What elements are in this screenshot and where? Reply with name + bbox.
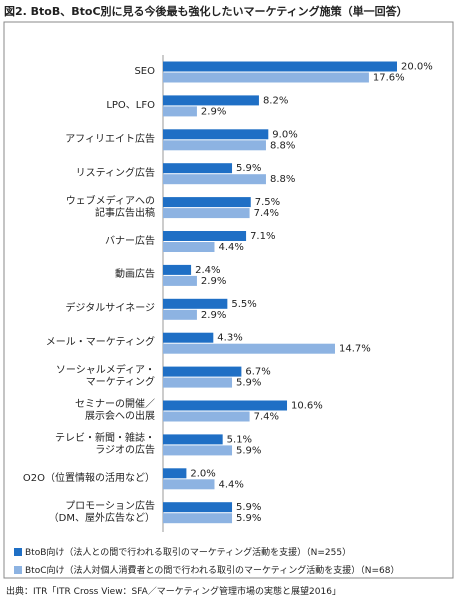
value-label: 5.9% — [236, 513, 261, 524]
bar — [163, 208, 250, 219]
bar — [163, 434, 223, 445]
bar — [163, 174, 266, 185]
value-label: 5.9% — [236, 445, 261, 456]
bar — [163, 298, 228, 309]
value-label: 7.1% — [250, 231, 275, 242]
value-label: 4.4% — [218, 242, 243, 253]
value-label: 7.5% — [255, 197, 280, 208]
bar — [163, 163, 233, 174]
category-label: デジタルサイネージ — [65, 303, 155, 315]
value-label: 5.9% — [236, 502, 261, 513]
category-label: O2O（位置情報の活用など） — [22, 472, 155, 484]
value-label: 14.7% — [339, 344, 371, 355]
value-label: 6.7% — [245, 367, 270, 378]
bar — [163, 264, 192, 275]
bar — [163, 61, 397, 72]
bar — [163, 140, 266, 151]
value-label: 7.4% — [254, 412, 279, 423]
value-label: 7.4% — [254, 208, 279, 219]
category-label: リスティング広告 — [75, 167, 155, 179]
value-label: 5.5% — [231, 299, 256, 310]
category-label: ソーシャルメディア・ マーケティング — [55, 365, 155, 389]
value-label: 8.8% — [270, 140, 295, 151]
value-label: 8.8% — [270, 174, 295, 185]
bar — [163, 275, 197, 286]
legend-swatch — [14, 566, 22, 574]
value-label: 10.6% — [291, 401, 323, 412]
bar — [163, 332, 214, 343]
bar — [163, 242, 215, 252]
value-label: 5.9% — [236, 163, 261, 174]
bar — [163, 479, 215, 490]
legend-text: BtoB向け（法人との間で行われる取引のマーケティング活動を支援）（N=255） — [25, 548, 352, 558]
category-label: 動画広告 — [115, 269, 155, 281]
value-label: 2.0% — [190, 468, 215, 479]
bar — [163, 411, 250, 422]
value-label: 4.4% — [218, 479, 243, 490]
value-label: 2.9% — [201, 276, 226, 287]
value-label: 5.9% — [236, 378, 261, 389]
bar — [163, 106, 197, 117]
chart-title: 図2. BtoB、BtoC別に見る今後最も強化したいマーケティング施策（単一回答… — [4, 5, 408, 18]
category-label: セミナーの開催／ 展示会への出展 — [75, 399, 155, 422]
bar — [163, 343, 335, 354]
value-label: 2.4% — [195, 265, 220, 276]
bar — [163, 513, 233, 524]
value-label: 17.6% — [373, 73, 405, 84]
category-label: プロモーション広告 （DM、屋外広告など） — [48, 500, 155, 524]
bar — [163, 445, 233, 456]
bar — [163, 72, 369, 83]
value-label: 20.0% — [401, 62, 433, 73]
value-label: 9.0% — [272, 129, 297, 140]
category-label: バナー広告 — [105, 235, 155, 247]
legend-text: BtoC向け（法人対個人消費者との間で行われる取引のマーケティング活動を支援）（… — [25, 566, 400, 576]
legend-item: BtoC向け（法人対個人消費者との間で行われる取引のマーケティング活動を支援）（… — [14, 563, 399, 576]
legend-swatch — [14, 548, 22, 556]
value-label: 2.9% — [201, 310, 226, 321]
bar — [163, 400, 288, 411]
chart-frame — [3, 21, 454, 579]
value-label: 2.9% — [201, 106, 226, 117]
value-label: 4.3% — [217, 333, 242, 344]
category-label: ウェブメディアへの 記事広告出稿 — [65, 195, 155, 219]
bar — [163, 468, 187, 479]
source: 出典：ITR「ITR Cross View：SFA／マーケティング管理市場の実態… — [6, 587, 341, 597]
bar — [163, 197, 251, 208]
value-label: 8.2% — [263, 95, 288, 106]
bar — [163, 129, 269, 140]
bar — [163, 95, 259, 106]
bar — [163, 231, 247, 241]
bar — [163, 366, 242, 377]
bar — [163, 502, 233, 513]
legend-item: BtoB向け（法人との間で行われる取引のマーケティング活動を支援）（N=255） — [14, 545, 351, 558]
category-label: テレビ・新聞・雑誌・ ラジオの広告 — [55, 432, 155, 456]
bar — [163, 309, 197, 320]
category-label: LPO、LFO — [106, 99, 155, 111]
category-label: アフィリエイト広告 — [65, 133, 155, 145]
category-label: メール・マーケティング — [45, 337, 155, 349]
category-label: SEO — [134, 66, 155, 77]
bar — [163, 377, 233, 388]
value-label: 5.1% — [227, 434, 252, 445]
